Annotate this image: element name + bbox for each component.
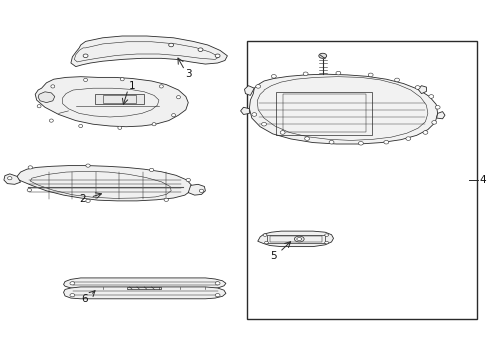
Ellipse shape	[303, 72, 307, 76]
Ellipse shape	[261, 122, 266, 126]
Ellipse shape	[215, 54, 220, 58]
Ellipse shape	[414, 86, 419, 89]
Polygon shape	[4, 174, 20, 184]
Polygon shape	[240, 107, 249, 114]
Polygon shape	[436, 112, 444, 119]
Polygon shape	[417, 86, 426, 94]
Ellipse shape	[171, 114, 175, 117]
Polygon shape	[257, 231, 333, 247]
Ellipse shape	[152, 123, 156, 126]
Ellipse shape	[83, 54, 88, 58]
Polygon shape	[63, 278, 225, 289]
Ellipse shape	[85, 164, 90, 167]
Text: 6: 6	[81, 294, 87, 304]
Ellipse shape	[198, 48, 203, 51]
Ellipse shape	[215, 293, 220, 297]
Ellipse shape	[328, 140, 333, 144]
Ellipse shape	[164, 198, 168, 202]
Polygon shape	[127, 287, 161, 289]
Ellipse shape	[199, 189, 203, 193]
Ellipse shape	[37, 105, 41, 108]
Text: 1: 1	[128, 81, 135, 91]
Ellipse shape	[367, 73, 372, 77]
Polygon shape	[16, 166, 191, 201]
Ellipse shape	[70, 282, 75, 285]
Ellipse shape	[434, 105, 439, 109]
Ellipse shape	[335, 71, 340, 75]
Ellipse shape	[79, 125, 82, 128]
Ellipse shape	[85, 199, 90, 203]
Polygon shape	[63, 287, 225, 299]
Ellipse shape	[280, 131, 285, 134]
Text: 5: 5	[270, 251, 277, 261]
Ellipse shape	[324, 242, 328, 244]
Text: 3: 3	[184, 69, 191, 79]
Ellipse shape	[431, 121, 436, 124]
Ellipse shape	[215, 282, 220, 285]
Ellipse shape	[120, 78, 124, 81]
Ellipse shape	[294, 236, 304, 242]
Ellipse shape	[28, 166, 32, 169]
Ellipse shape	[358, 141, 363, 145]
Ellipse shape	[383, 140, 388, 144]
Ellipse shape	[422, 131, 427, 134]
Ellipse shape	[251, 113, 256, 116]
Polygon shape	[249, 74, 437, 144]
Polygon shape	[38, 92, 55, 103]
Ellipse shape	[51, 85, 55, 88]
Ellipse shape	[428, 95, 433, 98]
Bar	[246, 41, 476, 319]
Ellipse shape	[149, 168, 153, 172]
Ellipse shape	[405, 137, 410, 140]
Polygon shape	[188, 184, 205, 195]
Ellipse shape	[176, 96, 180, 99]
Ellipse shape	[159, 85, 163, 88]
Polygon shape	[35, 77, 188, 127]
Ellipse shape	[118, 126, 122, 130]
Ellipse shape	[271, 75, 276, 78]
Ellipse shape	[168, 43, 173, 47]
Ellipse shape	[8, 177, 12, 180]
Ellipse shape	[27, 189, 31, 192]
Ellipse shape	[70, 293, 75, 297]
Polygon shape	[95, 94, 144, 104]
Polygon shape	[244, 86, 254, 95]
Ellipse shape	[318, 53, 326, 58]
Ellipse shape	[263, 234, 266, 237]
Text: 2: 2	[79, 194, 85, 204]
Ellipse shape	[324, 234, 328, 237]
Ellipse shape	[394, 78, 399, 82]
Text: 4: 4	[479, 175, 486, 185]
Polygon shape	[71, 36, 227, 67]
Ellipse shape	[264, 242, 268, 244]
Ellipse shape	[255, 85, 260, 88]
Ellipse shape	[83, 78, 87, 82]
Ellipse shape	[296, 238, 301, 240]
Ellipse shape	[49, 119, 53, 122]
Ellipse shape	[185, 179, 190, 182]
Ellipse shape	[304, 137, 309, 140]
